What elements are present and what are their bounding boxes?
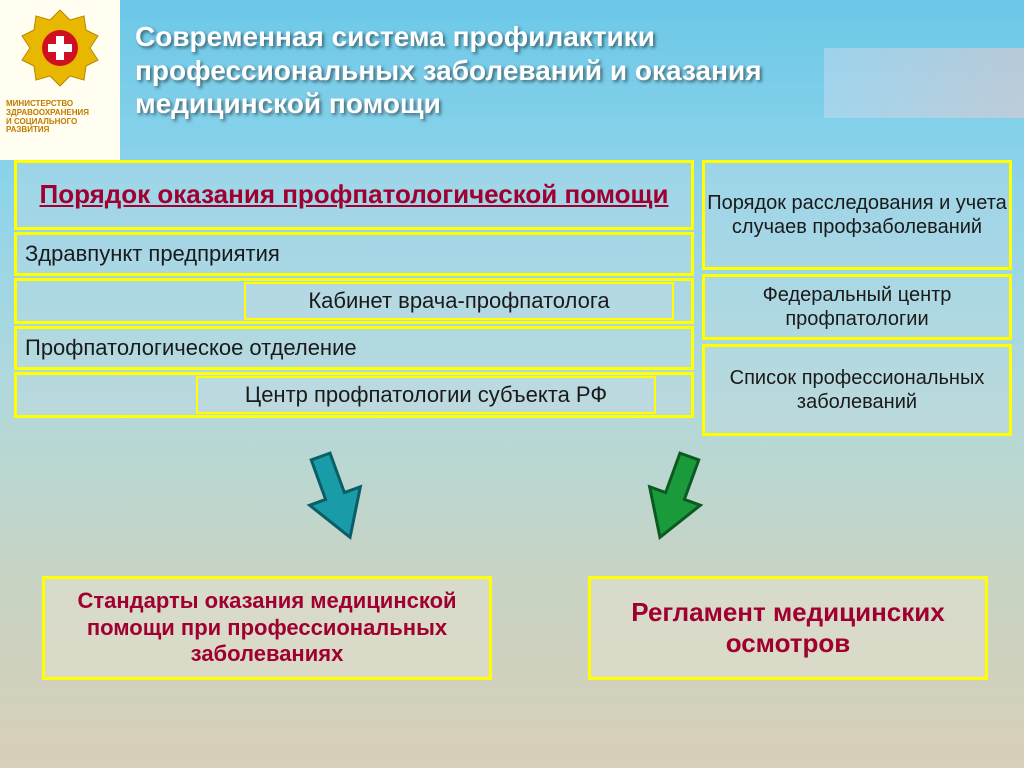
right-box-3: Список профессиональных заболеваний (702, 344, 1012, 436)
slide-title-text: Современная система профилактики професс… (135, 20, 855, 121)
left-row-1-label: Здравпункт предприятия (25, 241, 280, 267)
left-row-2-label: Кабинет врача-профпатолога (308, 288, 609, 314)
left-row-4: Центр профпатологии субъекта РФ (196, 376, 656, 414)
right-box-1: Порядок расследования и учета случаев пр… (702, 160, 1012, 270)
header: МИНИСТЕРСТВО ЗДРАВООХРАНЕНИЯ И СОЦИАЛЬНО… (0, 0, 1024, 160)
bottom-right-label: Регламент медицинских осмотров (591, 597, 985, 659)
right-box-2-label: Федеральный центр профпатологии (705, 283, 1009, 331)
right-box-2: Федеральный центр профпатологии (702, 274, 1012, 340)
left-row-1: Здравпункт предприятия (14, 232, 694, 276)
left-main-label: Порядок оказания профпатологической помо… (40, 180, 669, 210)
emblem-icon (20, 6, 100, 96)
right-box-3-label: Список профессиональных заболеваний (705, 366, 1009, 414)
bottom-left-label: Стандарты оказания медицинской помощи пр… (45, 588, 489, 667)
left-row-3-label: Профпатологическое отделение (25, 335, 357, 361)
ministry-logo-block: МИНИСТЕРСТВО ЗДРАВООХРАНЕНИЯ И СОЦИАЛЬНО… (0, 0, 120, 160)
bottom-left-box: Стандарты оказания медицинской помощи пр… (42, 576, 492, 680)
header-photo-strip (824, 48, 1024, 118)
content-area: Порядок оказания профпатологической помо… (0, 160, 1024, 166)
left-row-2: Кабинет врача-профпатолога (244, 282, 674, 320)
left-row-3: Профпатологическое отделение (14, 326, 694, 370)
logo-line: И СОЦИАЛЬНОГО РАЗВИТИЯ (6, 118, 114, 136)
right-box-1-label: Порядок расследования и учета случаев пр… (705, 191, 1009, 239)
left-main-box: Порядок оказания профпатологической помо… (14, 160, 694, 230)
bottom-right-box: Регламент медицинских осмотров (588, 576, 988, 680)
left-row-4-label: Центр профпатологии субъекта РФ (245, 382, 607, 408)
arrow-left-icon (285, 437, 385, 555)
slide-title: Современная система профилактики професс… (135, 20, 855, 121)
ministry-logo-text: МИНИСТЕРСТВО ЗДРАВООХРАНЕНИЯ И СОЦИАЛЬНО… (0, 96, 120, 135)
arrow-right-icon (625, 437, 725, 555)
